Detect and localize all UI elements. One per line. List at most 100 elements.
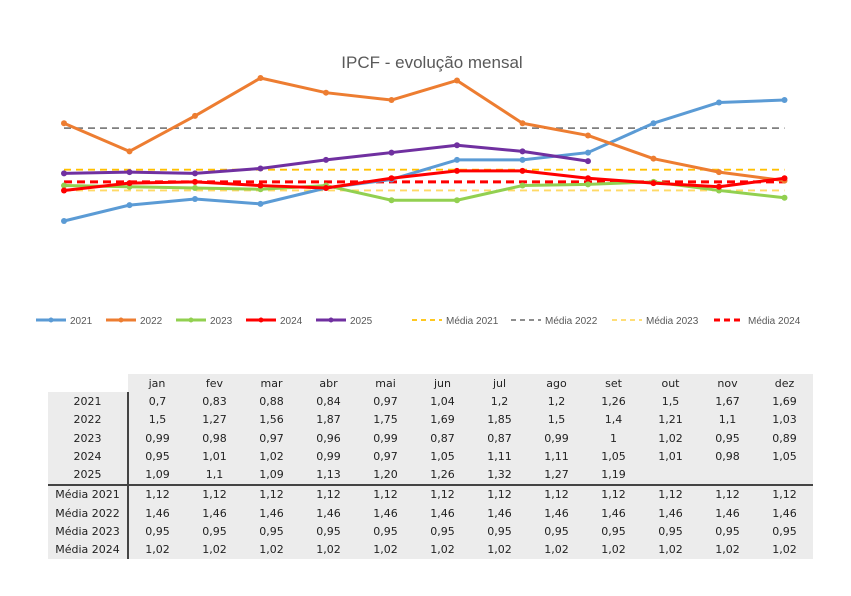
- table-cell: [756, 465, 813, 485]
- table-cell: 0,95: [186, 522, 243, 541]
- legend-label: Média 2023: [646, 316, 699, 327]
- row-label: 2023: [48, 428, 129, 448]
- table-cell: 0,99: [357, 428, 414, 448]
- table-cell: 1,02: [300, 540, 357, 559]
- data-point: [716, 183, 722, 190]
- column-header: ago: [528, 374, 585, 393]
- data-point: [61, 182, 67, 189]
- column-header: jun: [414, 374, 471, 393]
- data-point: [585, 132, 591, 139]
- data-point: [192, 170, 198, 177]
- column-header: dez: [756, 374, 813, 393]
- table-cell: 1,05: [414, 447, 471, 466]
- table-cell: 1,02: [186, 540, 243, 559]
- column-header: jul: [471, 374, 528, 393]
- data-point: [454, 197, 460, 204]
- row-label: 2021: [48, 392, 129, 411]
- data-point: [323, 89, 329, 96]
- column-header: set: [585, 374, 642, 393]
- data-point: [585, 181, 591, 188]
- table-cell: 1,5: [528, 410, 585, 429]
- legend-marker: [48, 317, 54, 323]
- column-header: abr: [300, 374, 357, 393]
- table-cell: 1,85: [471, 410, 528, 429]
- column-header: mar: [243, 374, 300, 393]
- data-point: [126, 202, 133, 209]
- table-row: Média 2021 1,12 1,12 1,12 1,12 1,12 1,12 1,12 1,…: [48, 483, 813, 505]
- table-cell: 1,09: [128, 465, 186, 485]
- chart-title: IPCF - evolução mensal: [341, 53, 522, 72]
- table-cell: 1,46: [300, 504, 357, 523]
- table-cell: 1,46: [128, 504, 186, 523]
- table-cell: 1,12: [699, 483, 756, 505]
- table-cell: 1,21: [642, 410, 699, 429]
- data-point: [257, 75, 264, 82]
- row-label: 2022: [48, 410, 129, 429]
- table-cell: 1,46: [699, 504, 756, 523]
- table-cell: 1,12: [756, 483, 813, 505]
- table-cell: 1,75: [357, 410, 414, 429]
- table-cell: 1,69: [756, 392, 813, 411]
- table-cell: 1,87: [300, 410, 357, 429]
- column-header: jan: [128, 374, 186, 393]
- data-point: [454, 77, 460, 84]
- table-cell: 1,02: [414, 540, 471, 559]
- data-point: [192, 112, 198, 119]
- data-point: [519, 167, 526, 174]
- table-cell: 1,46: [471, 504, 528, 523]
- table-corner: [48, 374, 128, 393]
- table-row: Média 2022 1,46 1,46 1,46 1,46 1,46 1,46 1,46 1,…: [48, 504, 813, 523]
- table-cell: 0,96: [300, 428, 357, 448]
- table-cell: 1,12: [585, 483, 642, 505]
- legend-label: Média 2024: [748, 316, 801, 327]
- data-point: [454, 156, 460, 163]
- table-cell: 1,19: [585, 465, 642, 485]
- table-row: 2023 0,99 0,98 0,97 0,96 0,99 0,87 0,87 0,99 1 1,0…: [48, 428, 813, 448]
- data-point: [323, 156, 329, 163]
- data-point: [781, 194, 788, 201]
- data-point: [192, 185, 198, 192]
- table-cell: 1,2: [528, 392, 585, 411]
- data-point: [519, 182, 526, 189]
- table-cell: 0,95: [528, 522, 585, 541]
- table-cell: 0,98: [699, 447, 756, 466]
- table-cell: 1,09: [243, 465, 300, 485]
- data-point: [61, 218, 67, 224]
- data-point: [519, 148, 526, 155]
- data-point: [257, 200, 264, 207]
- table-cell: 1,02: [642, 540, 699, 559]
- series-line-2024: [63, 169, 785, 192]
- table-cell: 1,4: [585, 410, 642, 429]
- table-cell: 1,12: [186, 483, 243, 505]
- table-row: 2021 0,7 0,83 0,88 0,84 0,97 1,04 1,2 1,2 1,26 1,5…: [48, 392, 813, 411]
- table-cell: 1,02: [585, 540, 642, 559]
- table-cell: 1,02: [243, 540, 300, 559]
- table-cell: 0,95: [243, 522, 300, 541]
- row-label: Média 2024: [48, 540, 129, 559]
- legend-marker: [328, 317, 334, 323]
- table-cell: 1,5: [642, 392, 699, 411]
- column-header: fev: [186, 374, 243, 393]
- table-cell: 0,89: [756, 428, 813, 448]
- table-row: 2024 0,95 1,01 1,02 0,99 0,97 1,05 1,11 1,11 1,05…: [48, 447, 813, 466]
- table-cell: 1,27: [186, 410, 243, 429]
- table-cell: 1,02: [357, 540, 414, 559]
- table-cell: 1,46: [585, 504, 642, 523]
- data-point: [781, 175, 788, 182]
- table-cell: 1,11: [528, 447, 585, 466]
- data-point: [716, 99, 722, 106]
- table-cell: 1,02: [528, 540, 585, 559]
- data-point: [61, 187, 67, 194]
- table-cell: 0,95: [699, 522, 756, 541]
- table-cell: 1,46: [528, 504, 585, 523]
- table-cell: 1,27: [528, 465, 585, 485]
- table-cell: 1,46: [357, 504, 414, 523]
- table-cell: 0,84: [300, 392, 357, 411]
- data-point: [126, 180, 133, 187]
- table-cell: 1,12: [528, 483, 585, 505]
- legend-label: 2025: [350, 316, 373, 327]
- table-cell: 1,12: [642, 483, 699, 505]
- table-row: 2022 1,5 1,27 1,56 1,87 1,75 1,69 1,85 1,5 1,4 1,2…: [48, 410, 813, 429]
- table-cell: 1,2: [471, 392, 528, 411]
